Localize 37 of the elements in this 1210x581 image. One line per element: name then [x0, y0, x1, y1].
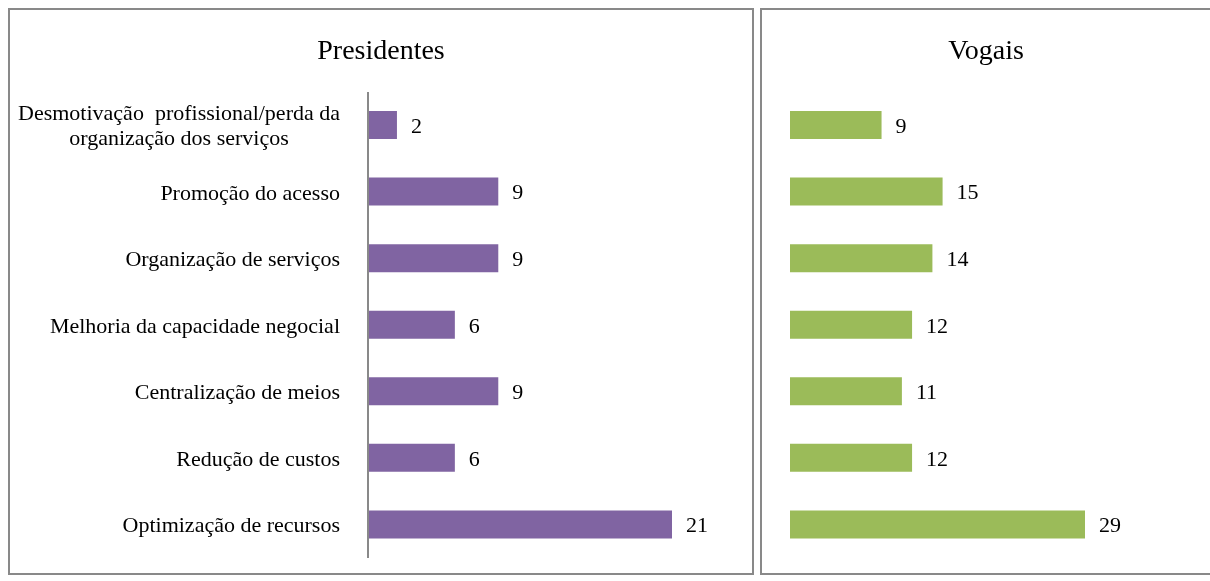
- data-label: 12: [926, 312, 949, 338]
- bar: [368, 510, 672, 539]
- bar: [368, 111, 397, 139]
- y-tick-label: Redução de custos: [176, 445, 340, 471]
- bar: [790, 244, 933, 273]
- bar: [368, 177, 499, 206]
- bar: [368, 443, 455, 472]
- bar: [790, 310, 913, 339]
- bar: [790, 111, 882, 139]
- y-tick-label: Desmotivação profissional/perda da organização dos serviços: [18, 100, 341, 151]
- data-label: 9: [512, 179, 524, 205]
- data-label: 9: [512, 379, 524, 405]
- data-label: 21: [686, 512, 708, 538]
- data-label: 2: [410, 112, 422, 138]
- y-tick-label: Organização de serviços: [125, 246, 340, 272]
- bar: [790, 510, 1085, 539]
- bar: [790, 177, 943, 206]
- bar: [368, 310, 455, 339]
- y-tick-label: Centralização de meios: [134, 379, 340, 405]
- bar: [368, 377, 499, 406]
- y-tick-label: Melhoria da capacidade negocial: [49, 312, 340, 338]
- y-tick-label: Promoção do acesso: [160, 179, 340, 205]
- bar: [368, 244, 499, 273]
- chart-title: Presidentes: [316, 34, 446, 67]
- data-label: 14: [946, 245, 969, 271]
- data-label: 6: [468, 445, 480, 471]
- data-label: 11: [915, 379, 938, 405]
- chart-title: Vogais: [947, 34, 1025, 67]
- data-label: 15: [956, 179, 979, 205]
- y-tick-label: Optimização de recursos: [122, 512, 340, 538]
- data-label: 9: [512, 245, 524, 271]
- data-label: 9: [895, 112, 907, 138]
- data-label: 6: [468, 312, 480, 338]
- bar: [790, 443, 913, 472]
- bar: [790, 377, 902, 406]
- data-label: 29: [1099, 512, 1121, 538]
- data-label: 12: [926, 445, 949, 471]
